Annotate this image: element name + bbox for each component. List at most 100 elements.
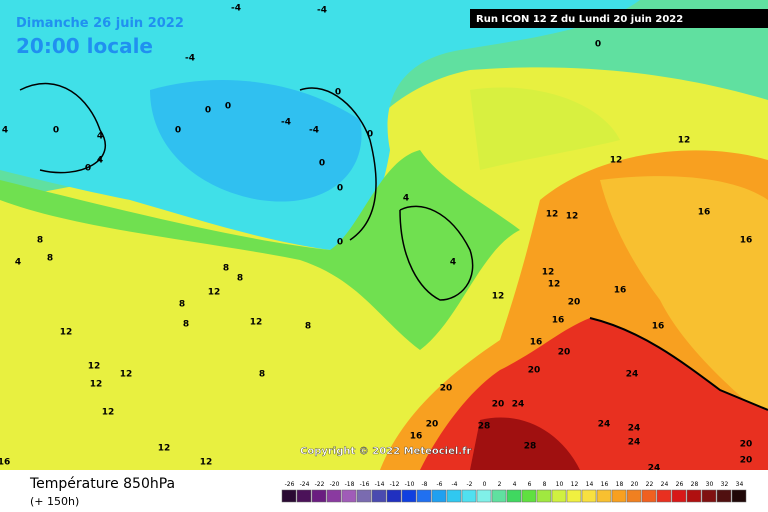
forecast-date: Dimanche 26 juin 2022: [16, 16, 184, 31]
isotherm-label: 12: [566, 212, 579, 222]
isotherm-label: 20: [740, 440, 753, 450]
isotherm-label: 8: [223, 264, 229, 274]
isotherm-label: 0: [367, 130, 373, 140]
isotherm-label: 20: [568, 298, 581, 308]
isotherm-label: 28: [524, 442, 537, 452]
isotherm-label: 12: [90, 380, 103, 390]
isotherm-label: -4: [317, 6, 327, 16]
legend-label: 4: [513, 481, 517, 488]
isotherm-label: 20: [558, 348, 571, 358]
isotherm-label: 4: [2, 126, 8, 136]
isotherm-label: 0: [319, 159, 325, 169]
forecast-time: 20:00 locale: [16, 34, 153, 58]
legend-label: -16: [360, 481, 370, 488]
legend-label: 28: [691, 481, 699, 488]
legend-swatch: [491, 489, 507, 503]
isotherm-label: 16: [614, 286, 627, 296]
field-east: [600, 176, 768, 420]
isotherm-label: 12: [548, 280, 561, 290]
legend-subtitle: (+ 150h): [30, 495, 79, 508]
legend-label: 22: [646, 481, 654, 488]
isotherm-label: 28: [478, 422, 491, 432]
legend-label: 16: [601, 481, 609, 488]
legend-label: 34: [736, 481, 744, 488]
legend-swatch: [686, 489, 702, 503]
isotherm-label: 8: [183, 320, 189, 330]
isotherm-label: 24: [512, 400, 525, 410]
isotherm-label: 0: [53, 126, 59, 136]
legend-swatch: [431, 489, 447, 503]
isotherm-label: 20: [528, 366, 541, 376]
legend-label: 20: [631, 481, 639, 488]
isotherm-label: 16: [698, 208, 711, 218]
legend-swatch: [356, 489, 372, 503]
color-scale: -26 -24 -22 -20 -18 -16 -14 -12 -10 -8 -6 -4 -2 0 2 4 6 8…: [281, 481, 747, 503]
isotherm-label: 0: [205, 106, 211, 116]
legend-label: -4: [452, 481, 458, 488]
isotherm-label: 0: [595, 40, 601, 50]
legend-swatch: [461, 489, 477, 503]
isotherm-label: 8: [259, 370, 265, 380]
isotherm-label: 12: [120, 370, 133, 380]
legend-label: 32: [721, 481, 729, 488]
legend-label: 2: [498, 481, 502, 488]
isotherm-label: 0: [337, 238, 343, 248]
isotherm-label: 8: [179, 300, 185, 310]
isotherm-label: 12: [102, 408, 115, 418]
legend-swatch: [446, 489, 462, 503]
isotherm-24: [589, 317, 768, 411]
isotherm-label: 12: [158, 444, 171, 454]
legend-swatch: [386, 489, 402, 503]
isotherm-label: 4: [15, 258, 21, 268]
isotherm-label: 24: [648, 464, 661, 474]
isotherm-label: -4: [185, 54, 195, 64]
field-colder: [150, 80, 362, 202]
legend-swatch: [566, 489, 582, 503]
isotherm-label: 12: [542, 268, 555, 278]
legend-label: 18: [616, 481, 624, 488]
legend-swatch: [716, 489, 732, 503]
legend-swatch: [506, 489, 522, 503]
legend-label: 14: [586, 481, 594, 488]
legend-swatch: [371, 489, 387, 503]
legend-swatch: [641, 489, 657, 503]
isotherm-label: 12: [200, 458, 213, 468]
field-hottest: [470, 417, 580, 470]
isotherm-label: 12: [492, 292, 505, 302]
run-info: Run ICON 12 Z du Lundi 20 juin 2022: [476, 14, 683, 25]
legend-label: 24: [661, 481, 669, 488]
isotherm-label: 12: [250, 318, 263, 328]
isotherm-label: -4: [281, 118, 291, 128]
isotherm-label: 20: [426, 420, 439, 430]
coastline: [19, 82, 474, 301]
legend-swatch: [521, 489, 537, 503]
legend-swatch: [731, 489, 747, 503]
legend-label: 12: [571, 481, 579, 488]
legend-label: -14: [375, 481, 385, 488]
legend-label: 8: [543, 481, 547, 488]
legend-swatch: [701, 489, 717, 503]
isotherm-label: 12: [678, 136, 691, 146]
legend-label: -22: [315, 481, 325, 488]
legend-swatch: [611, 489, 627, 503]
isotherm-label: 12: [60, 328, 73, 338]
isotherm-label: 20: [492, 400, 505, 410]
isotherm-label: 8: [305, 322, 311, 332]
legend-swatch: [581, 489, 597, 503]
legend-swatch: [656, 489, 672, 503]
legend-label: 30: [706, 481, 714, 488]
isotherm-label: 4: [97, 156, 103, 166]
legend-label: 10: [556, 481, 564, 488]
legend-swatch: [416, 489, 432, 503]
legend-label: 6: [528, 481, 532, 488]
legend-label: -2: [467, 481, 473, 488]
isotherm-label: 16: [740, 236, 753, 246]
legend-label: -20: [330, 481, 340, 488]
isotherm-label: 12: [208, 288, 221, 298]
legend-label: -26: [285, 481, 295, 488]
isotherm-label: 16: [652, 322, 665, 332]
isotherm-label: 0: [225, 102, 231, 112]
isotherm-label: 12: [610, 156, 623, 166]
legend-label: -10: [405, 481, 415, 488]
